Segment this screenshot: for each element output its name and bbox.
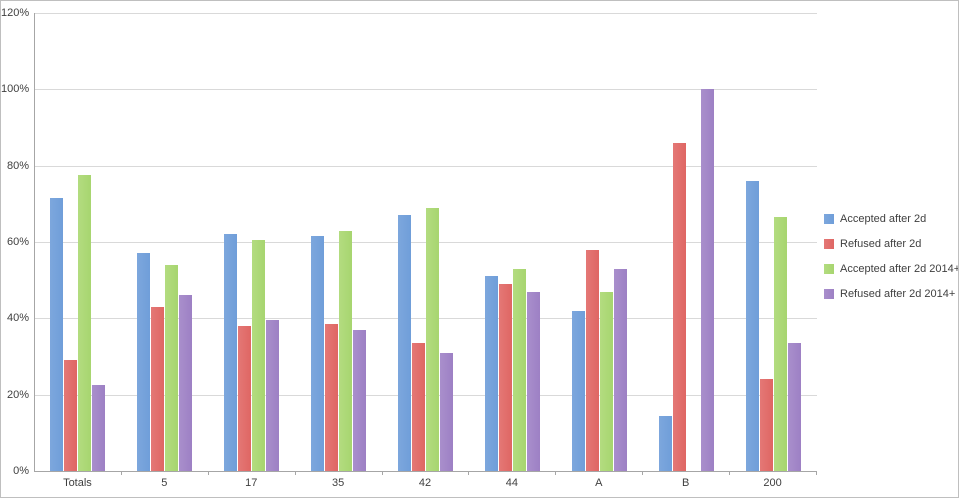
bar bbox=[440, 352, 453, 471]
legend-label: Refused after 2d 2014+ bbox=[840, 288, 956, 300]
legend-label: Refused after 2d bbox=[840, 238, 922, 250]
y-tick-label: 0% bbox=[13, 465, 29, 477]
bar bbox=[426, 207, 439, 471]
x-tick-label: 17 bbox=[245, 477, 258, 489]
bar bbox=[658, 415, 672, 471]
bar bbox=[773, 217, 787, 471]
legend-swatch-icon bbox=[824, 264, 834, 274]
bar-group-35 bbox=[311, 230, 367, 471]
bar bbox=[137, 253, 151, 471]
bar bbox=[252, 240, 266, 471]
legend: Accepted after 2d Refused after 2d Accepte… bbox=[824, 213, 959, 300]
category-tick bbox=[120, 471, 122, 475]
bar-group-17 bbox=[224, 234, 280, 471]
bar bbox=[613, 268, 627, 471]
bar bbox=[179, 295, 193, 471]
bar bbox=[64, 360, 78, 471]
bar bbox=[484, 276, 498, 471]
bar-group-5 bbox=[137, 253, 193, 471]
bar-group-B bbox=[658, 89, 715, 471]
gridline bbox=[35, 89, 817, 91]
category-tick bbox=[381, 471, 383, 475]
bar bbox=[266, 320, 280, 471]
bar bbox=[92, 385, 106, 471]
category-tick bbox=[468, 471, 470, 475]
legend-swatch-icon bbox=[824, 239, 834, 249]
bar bbox=[78, 175, 92, 471]
bar bbox=[224, 234, 238, 471]
bar bbox=[512, 268, 526, 471]
y-tick-label: 20% bbox=[6, 388, 29, 401]
bar bbox=[498, 283, 512, 471]
bar bbox=[571, 310, 585, 471]
category-tick bbox=[729, 471, 731, 475]
x-tick-label: 5 bbox=[161, 477, 168, 489]
category-tick bbox=[555, 471, 557, 475]
x-tick-label: Totals bbox=[63, 477, 92, 489]
y-tick-label: 80% bbox=[6, 159, 29, 172]
bar bbox=[398, 215, 411, 471]
bar bbox=[412, 343, 425, 471]
y-tick-label: 40% bbox=[6, 312, 29, 325]
x-tick-label: 44 bbox=[505, 477, 518, 489]
legend-item: Refused after 2d 2014+ bbox=[824, 288, 958, 300]
category-tick bbox=[207, 471, 209, 475]
bar bbox=[50, 198, 64, 471]
bar bbox=[745, 180, 759, 471]
bar bbox=[526, 291, 540, 471]
plot-area bbox=[34, 13, 817, 472]
bar-group-42 bbox=[398, 207, 454, 471]
x-tick-label: A bbox=[595, 477, 603, 489]
legend-item: Accepted after 2d 2014+ bbox=[824, 263, 959, 275]
bar bbox=[353, 329, 367, 471]
x-tick-label: 35 bbox=[331, 477, 345, 489]
x-tick-label: 42 bbox=[418, 477, 432, 489]
category-tick bbox=[642, 471, 644, 475]
bar bbox=[238, 325, 252, 471]
legend-item: Refused after 2d bbox=[824, 238, 958, 250]
category-tick bbox=[816, 471, 817, 475]
legend-swatch-icon bbox=[824, 289, 834, 299]
x-tick-label: B bbox=[681, 477, 690, 489]
bar-group-A bbox=[571, 249, 628, 471]
bar bbox=[759, 379, 773, 471]
bar bbox=[585, 249, 599, 471]
bar bbox=[311, 236, 325, 471]
bar bbox=[787, 343, 801, 471]
y-tick-label: 100% bbox=[1, 83, 30, 96]
bar-group-Totals bbox=[50, 175, 106, 471]
bar bbox=[325, 324, 339, 471]
bar-group-200 bbox=[745, 180, 802, 471]
bar-group-44 bbox=[484, 268, 541, 471]
legend-item: Accepted after 2d bbox=[824, 213, 958, 225]
y-tick-label: 120% bbox=[1, 7, 30, 19]
bar bbox=[700, 89, 714, 471]
y-tick-label: 60% bbox=[6, 236, 29, 248]
gridline bbox=[35, 13, 817, 14]
bar bbox=[599, 291, 613, 471]
legend-label: Accepted after 2d bbox=[840, 213, 927, 225]
bar bbox=[151, 306, 165, 471]
x-tick-label: 200 bbox=[763, 477, 782, 489]
bar bbox=[165, 264, 179, 471]
legend-swatch-icon bbox=[824, 214, 834, 224]
bar bbox=[672, 142, 686, 471]
gridline bbox=[35, 165, 817, 167]
legend-label: Accepted after 2d 2014+ bbox=[840, 263, 959, 275]
category-tick bbox=[294, 471, 296, 475]
bar bbox=[339, 230, 353, 471]
